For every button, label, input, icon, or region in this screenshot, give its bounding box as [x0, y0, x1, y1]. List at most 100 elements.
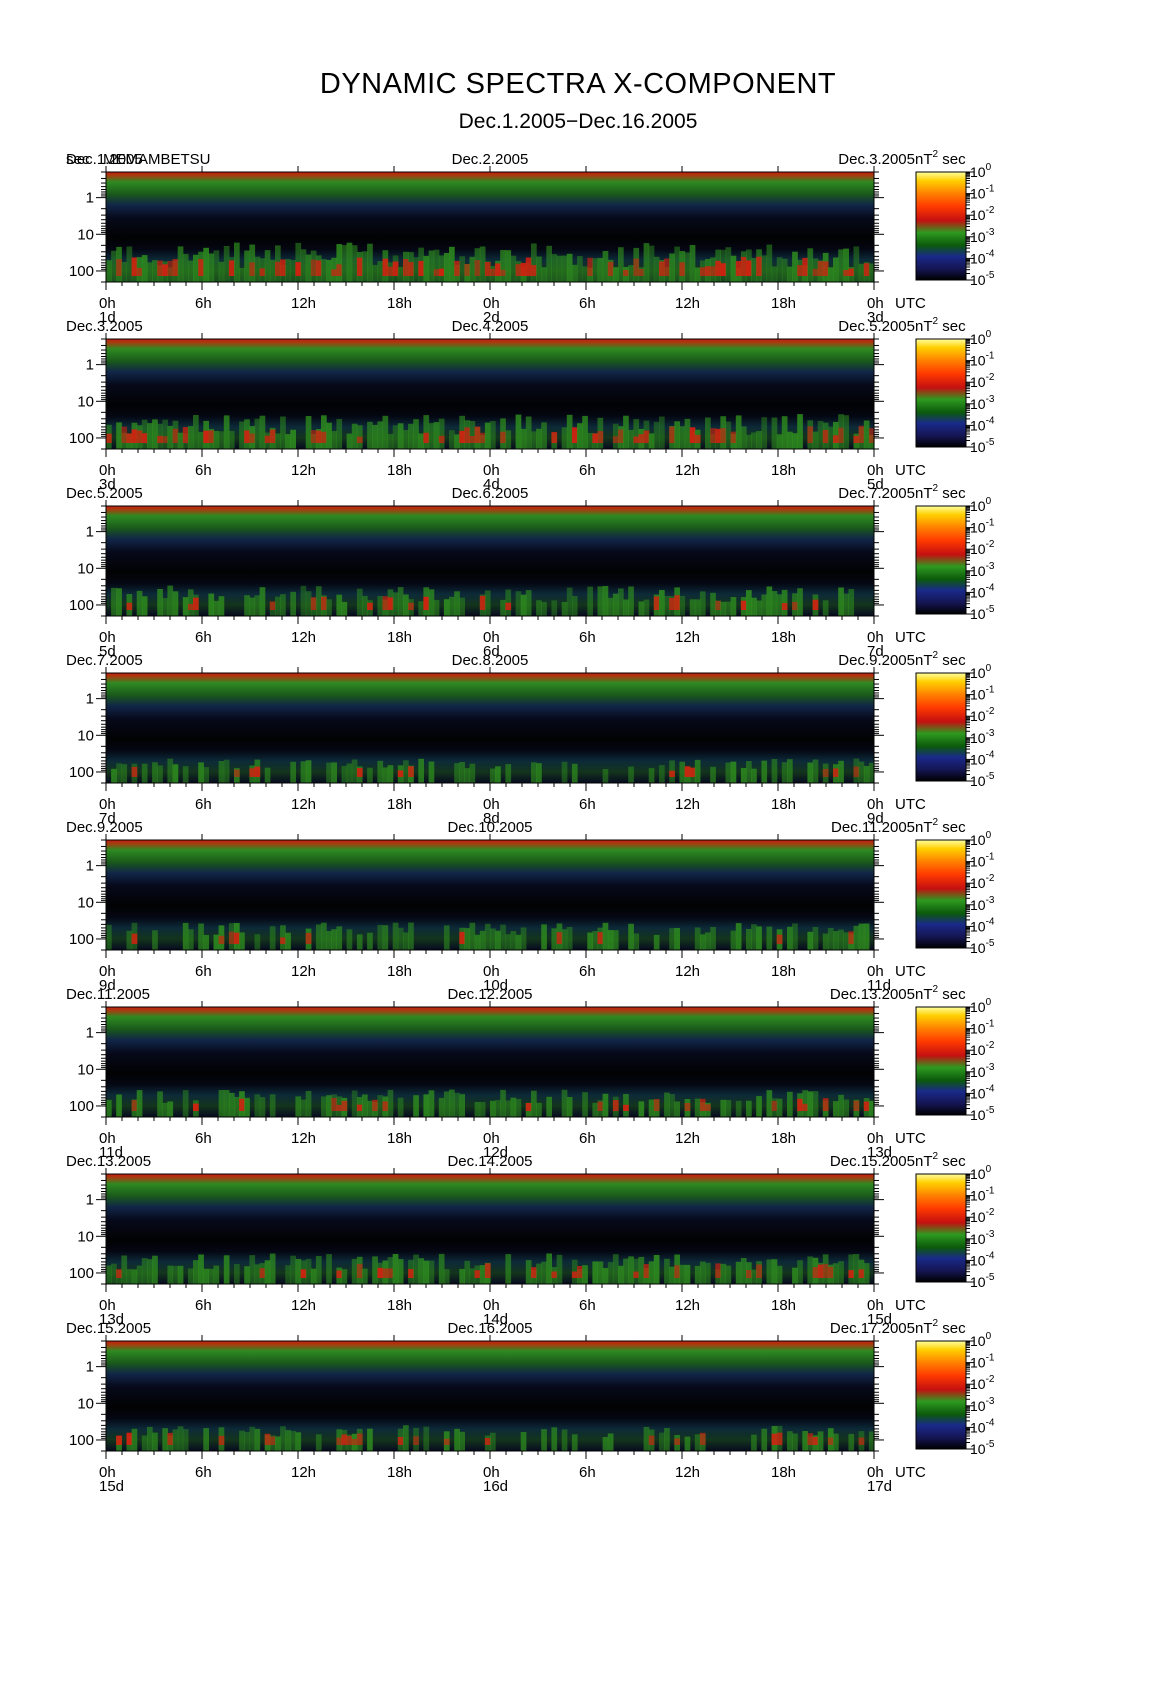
colorbar-unit-label: nT2 sec: [915, 984, 966, 1003]
activity-band: [571, 596, 578, 616]
activity-band: [382, 415, 389, 449]
activity-band: [377, 924, 384, 950]
activity-band: [694, 1434, 701, 1451]
activity-band: [730, 255, 737, 282]
activity-band: [674, 421, 680, 449]
colorbar-tick-label: 10-2: [970, 1040, 995, 1058]
x-unit-label: UTC: [895, 1130, 926, 1147]
power-burst: [705, 1104, 711, 1111]
power-burst: [715, 260, 721, 276]
x-tick-label: 6h: [195, 462, 212, 479]
activity-band: [300, 1099, 307, 1117]
day-label: 12d: [483, 1144, 508, 1161]
power-burst: [187, 603, 194, 610]
activity-band: [387, 433, 394, 449]
x-unit-label: UTC: [895, 462, 926, 479]
power-burst: [771, 1100, 778, 1111]
colorbar: [915, 171, 967, 281]
x-tick-label: 12h: [675, 462, 700, 479]
colorbar-tick-label: 100: [970, 1164, 992, 1182]
activity-band: [382, 925, 389, 950]
spectrogram-panel: Dec.1.2005 Dec.2.2005 Dec.3.2005 1 10 100 0h 6h…: [66, 149, 995, 326]
power-burst: [131, 933, 138, 944]
activity-band: [781, 762, 788, 783]
activity-band: [408, 423, 414, 449]
x-tick-label: 0h: [483, 963, 500, 980]
power-burst: [367, 602, 373, 610]
activity-band: [787, 1431, 793, 1451]
activity-band: [203, 1268, 209, 1284]
x-tick-label: 18h: [387, 796, 412, 813]
colorbar-tick-label: 10-5: [970, 1439, 995, 1457]
activity-band: [326, 762, 332, 783]
power-burst: [392, 261, 399, 276]
activity-band: [106, 1099, 112, 1117]
y-tick-label: 10: [77, 1395, 94, 1412]
day-label: 10d: [483, 977, 508, 994]
spectrogram-panel: Dec.5.2005 Dec.6.2005 Dec.7.2005 1 10 100 0h 6h…: [66, 483, 995, 660]
power-burst: [863, 263, 870, 276]
activity-band: [182, 1429, 189, 1451]
colorbar-tick-label: 100: [970, 329, 992, 347]
activity-band: [239, 932, 245, 950]
activity-band: [121, 262, 128, 282]
activity-band: [787, 1091, 793, 1117]
power-burst: [643, 430, 650, 443]
activity-band: [418, 1258, 424, 1284]
power-burst: [674, 1265, 680, 1278]
activity-band: [244, 1097, 250, 1117]
power-burst: [172, 259, 179, 276]
activity-band: [269, 1253, 276, 1284]
activity-band: [244, 250, 250, 282]
colorbar-tick-label: 10-1: [970, 685, 995, 703]
activity-band: [633, 419, 640, 449]
power-burst: [234, 932, 240, 944]
activity-band: [300, 761, 307, 783]
activity-band: [131, 1269, 138, 1284]
colorbar-tick-label: 10-2: [970, 1207, 995, 1225]
activity-band: [838, 1094, 844, 1117]
activity-band: [781, 258, 788, 282]
activity-band: [592, 1102, 599, 1117]
activity-band: [802, 1090, 808, 1117]
activity-band: [218, 431, 225, 449]
activity-band: [367, 1100, 373, 1117]
activity-band: [397, 927, 404, 950]
activity-band: [705, 932, 711, 950]
activity-band: [602, 769, 609, 783]
activity-band: [648, 245, 655, 282]
activity-band: [490, 421, 496, 449]
activity-band: [566, 414, 573, 449]
y-tick-label: 1: [86, 524, 94, 541]
activity-band: [694, 1265, 701, 1284]
activity-band: [259, 415, 266, 449]
activity-band: [254, 256, 261, 282]
activity-band: [781, 416, 788, 449]
power-burst: [356, 257, 363, 276]
activity-band: [157, 589, 163, 616]
activity-band: [428, 1260, 435, 1284]
activity-band: [669, 928, 675, 950]
power-burst: [858, 1269, 865, 1278]
activity-band: [290, 1255, 296, 1284]
activity-band: [218, 596, 225, 616]
activity-band: [751, 1434, 757, 1451]
activity-band: [310, 1268, 317, 1284]
activity-band: [172, 1429, 179, 1451]
activity-band: [167, 1101, 174, 1117]
activity-band: [807, 762, 814, 783]
power-burst: [853, 435, 860, 443]
activity-band: [669, 253, 675, 282]
power-burst: [592, 433, 599, 443]
activity-band: [495, 766, 501, 783]
colorbar-tick-label: 100: [970, 830, 992, 848]
power-burst: [484, 262, 491, 276]
activity-band: [536, 1102, 542, 1117]
colorbar-unit-label: nT2 sec: [915, 817, 966, 836]
activity-band: [172, 591, 179, 616]
power-burst: [674, 595, 680, 610]
power-burst: [638, 269, 645, 276]
activity-band: [520, 927, 527, 950]
activity-band: [664, 1092, 670, 1117]
colorbar-tick-label: 10-4: [970, 415, 995, 433]
